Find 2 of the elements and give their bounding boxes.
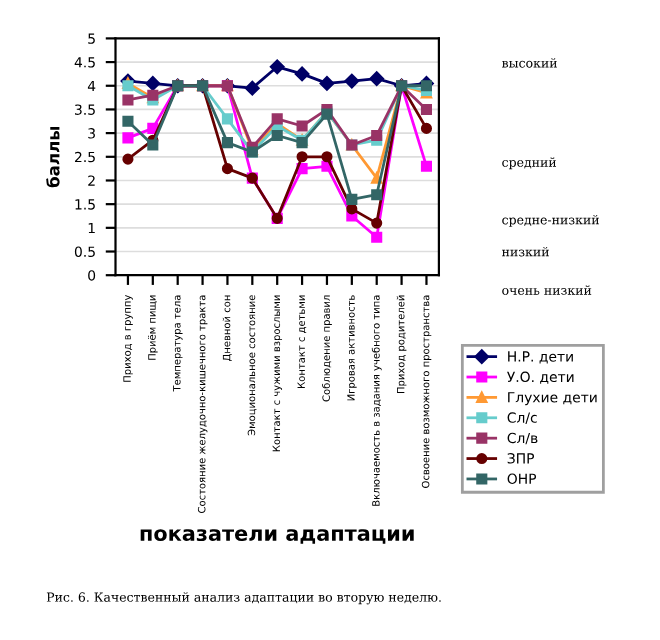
- y-axis-title: баллы: [46, 126, 60, 188]
- x-axis-title: показатели адаптации: [140, 529, 414, 544]
